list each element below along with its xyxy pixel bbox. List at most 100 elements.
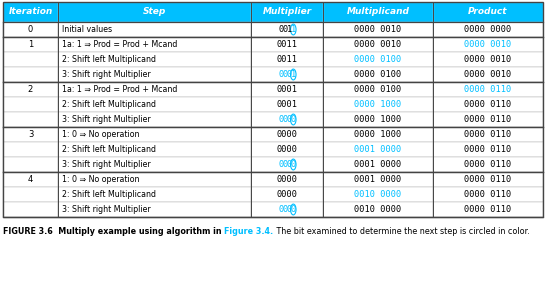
Text: 0000 0000: 0000 0000	[464, 25, 512, 34]
Text: 0000 0110: 0000 0110	[464, 175, 512, 184]
Text: 1: 1	[28, 40, 33, 49]
Text: 0000 0010: 0000 0010	[354, 25, 402, 34]
Bar	[433, 202, 543, 217]
Bar	[433, 142, 543, 157]
Bar	[58, 187, 251, 202]
Text: 0001: 0001	[277, 100, 298, 109]
Bar	[3, 157, 58, 172]
Text: 0: 0	[291, 160, 296, 169]
Bar	[3, 142, 58, 157]
Text: 0000 0100: 0000 0100	[354, 70, 402, 79]
Bar	[323, 37, 433, 52]
Text: 2: Shift left Multiplicand: 2: Shift left Multiplicand	[62, 190, 156, 199]
Text: 0000 1000: 0000 1000	[354, 130, 402, 139]
Bar	[323, 202, 433, 217]
Text: 0001 0000: 0001 0000	[354, 175, 402, 184]
Text: 3: Shift right Multiplier: 3: Shift right Multiplier	[62, 160, 151, 169]
Bar	[251, 52, 323, 67]
Bar	[323, 97, 433, 112]
Text: 0: 0	[286, 115, 291, 124]
Text: 0000: 0000	[277, 130, 298, 139]
Bar	[3, 2, 543, 217]
Text: 0: 0	[278, 115, 283, 124]
Bar	[433, 37, 543, 52]
Text: Iteration: Iteration	[8, 7, 52, 16]
Text: 0000 0110: 0000 0110	[464, 145, 512, 154]
Bar	[58, 157, 251, 172]
Bar	[433, 127, 543, 142]
Bar	[3, 52, 58, 67]
Bar	[58, 52, 251, 67]
Text: 0: 0	[278, 160, 283, 169]
Text: 0: 0	[286, 205, 291, 214]
Text: 0: 0	[291, 115, 296, 124]
Bar	[323, 67, 433, 82]
Bar	[433, 97, 543, 112]
Bar	[3, 187, 58, 202]
Bar	[433, 187, 543, 202]
Text: 0011: 0011	[277, 40, 298, 49]
Bar	[433, 52, 543, 67]
Bar	[58, 127, 251, 142]
Text: Initial values: Initial values	[62, 25, 112, 34]
Bar	[3, 37, 58, 52]
Text: 0001 0000: 0001 0000	[354, 145, 402, 154]
Bar	[433, 112, 543, 127]
Text: 0000 1000: 0000 1000	[354, 115, 402, 124]
Bar	[251, 97, 323, 112]
Text: 1: 1	[291, 25, 296, 34]
Bar	[323, 187, 433, 202]
Bar	[433, 157, 543, 172]
Text: 3: Shift right Multiplier: 3: Shift right Multiplier	[62, 205, 151, 214]
Bar	[323, 22, 433, 37]
Bar	[433, 82, 543, 97]
Bar	[323, 157, 433, 172]
Text: 0: 0	[282, 205, 288, 214]
Text: 0: 0	[278, 25, 283, 34]
Bar	[58, 67, 251, 82]
Bar	[58, 112, 251, 127]
Text: 0000 0010: 0000 0010	[354, 40, 402, 49]
Bar	[58, 142, 251, 157]
Text: 0000 0110: 0000 0110	[464, 115, 512, 124]
Text: Step: Step	[143, 7, 166, 16]
Bar	[251, 127, 323, 142]
Bar	[3, 127, 58, 142]
Bar	[3, 22, 58, 37]
Text: 0000 1000: 0000 1000	[354, 100, 402, 109]
Text: 0000 0110: 0000 0110	[464, 85, 512, 94]
Text: 1: 1	[291, 70, 296, 79]
Text: 2: 2	[28, 85, 33, 94]
Text: 0000: 0000	[277, 145, 298, 154]
Bar	[58, 97, 251, 112]
Text: 1: 0 ⇒ No operation: 1: 0 ⇒ No operation	[62, 130, 140, 139]
Bar	[433, 2, 543, 22]
Text: 2: Shift left Multiplicand: 2: Shift left Multiplicand	[62, 145, 156, 154]
Text: 0: 0	[28, 25, 33, 34]
Bar	[251, 112, 323, 127]
Text: 0: 0	[282, 25, 288, 34]
Text: The bit examined to determine the next step is circled in color.: The bit examined to determine the next s…	[273, 227, 529, 236]
Bar	[251, 142, 323, 157]
Text: 0: 0	[282, 70, 288, 79]
Text: 3: Shift right Multiplier: 3: Shift right Multiplier	[62, 70, 151, 79]
Text: 3: Shift right Multiplier: 3: Shift right Multiplier	[62, 115, 151, 124]
Text: Figure 3.4.: Figure 3.4.	[224, 227, 273, 236]
Text: Product: Product	[468, 7, 508, 16]
Bar	[251, 202, 323, 217]
Text: 4: 4	[28, 175, 33, 184]
Text: 0001: 0001	[277, 85, 298, 94]
Bar	[58, 202, 251, 217]
Bar	[433, 172, 543, 187]
Bar	[433, 22, 543, 37]
Text: 0000 0110: 0000 0110	[464, 130, 512, 139]
Text: 0000 0010: 0000 0010	[464, 55, 512, 64]
Text: 0: 0	[282, 160, 288, 169]
Text: 0: 0	[282, 115, 288, 124]
Bar	[251, 82, 323, 97]
Bar	[323, 142, 433, 157]
Text: 0001 0000: 0001 0000	[354, 160, 402, 169]
Text: 0011: 0011	[277, 55, 298, 64]
Bar	[323, 172, 433, 187]
Text: 0: 0	[286, 70, 291, 79]
